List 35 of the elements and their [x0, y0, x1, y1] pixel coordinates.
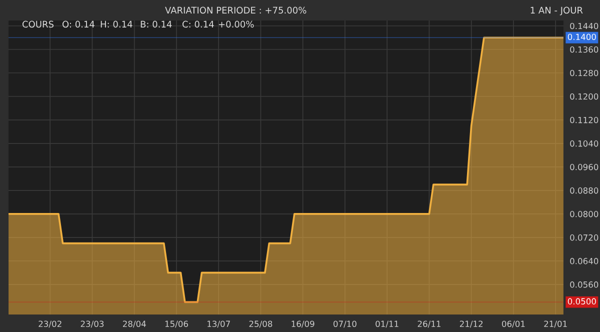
y-tick-label: 0.0720	[570, 234, 598, 241]
x-tick-label: 28/04	[122, 320, 146, 328]
x-tick-label: 21/12	[460, 320, 483, 328]
annotation: O: 0.14	[62, 20, 94, 28]
y-tick-label: 0.0640	[570, 258, 598, 264]
y-tick-label: 0.1200	[570, 93, 598, 100]
y-tick-label: 0.1440	[570, 22, 598, 30]
x-tick-label: 15/06	[165, 320, 188, 328]
x-tick-label: 21/01	[544, 320, 567, 328]
x-tick-label: 26/11	[418, 320, 440, 328]
annotation: C: 0.14	[182, 20, 214, 28]
y-tick-label: 0.0880	[570, 187, 598, 194]
x-tick-label: 16/09	[292, 320, 314, 328]
x-tick-label: 23/03	[80, 320, 104, 328]
annotation: B: 0.14	[140, 20, 172, 28]
x-tick-label: 23/02	[38, 320, 62, 328]
x-tick-label: 25/08	[249, 320, 272, 328]
x-tick-label: 13/07	[208, 320, 230, 328]
y-tick-label: 0.0560	[570, 281, 598, 288]
y-tick-label: 0.1360	[570, 46, 598, 53]
text: 1 AN - JOUR	[530, 6, 583, 16]
annotation: H: 0.14	[100, 20, 132, 28]
ref-line-label: 0.0500	[568, 298, 596, 304]
y-tick-label: 0.1120	[570, 116, 598, 124]
y-tick-label: 0.1040	[570, 140, 598, 147]
annotation: +0.00%	[218, 20, 254, 28]
x-tick-label: 01/11	[376, 320, 398, 328]
x-tick-label: 07/10	[334, 320, 356, 328]
chart-subtitle: VARIATION PERIODE : +75.00%	[165, 6, 306, 14]
x-tick-label: 06/01	[502, 320, 525, 328]
y-tick-label: 0.1280	[570, 70, 598, 76]
ref-line-label: 0.1400	[568, 34, 596, 40]
y-tick-label: 0.0800	[570, 210, 598, 218]
y-tick-label: 0.0960	[570, 164, 598, 170]
annotation: COURS	[22, 20, 54, 28]
